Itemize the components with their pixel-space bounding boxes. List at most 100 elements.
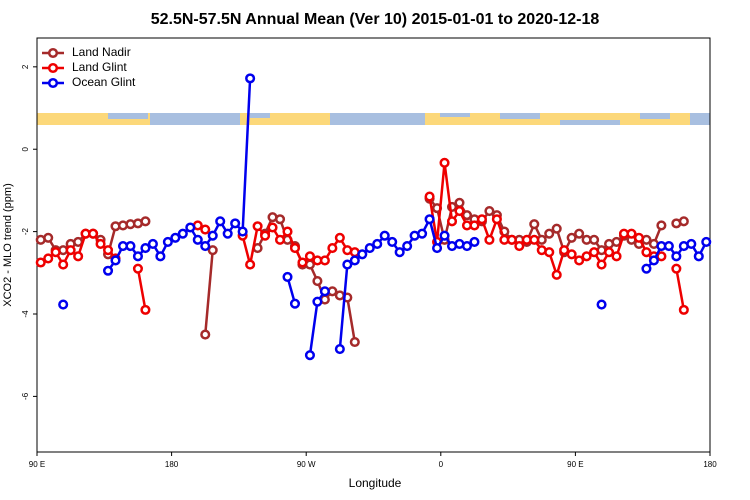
legend-label: Land Glint <box>72 60 127 74</box>
x-tick-label: 0 <box>439 460 444 469</box>
point <box>417 228 428 239</box>
point <box>95 238 106 250</box>
point <box>147 238 158 250</box>
point <box>282 271 293 282</box>
point <box>155 251 166 262</box>
point <box>671 251 682 262</box>
point <box>102 265 114 276</box>
point <box>200 240 211 252</box>
point <box>596 299 607 310</box>
point <box>132 263 143 274</box>
point <box>43 232 54 243</box>
x-axis-label: Longitude <box>349 476 402 490</box>
point <box>461 210 473 221</box>
point <box>506 234 517 245</box>
legend-marker <box>47 47 59 59</box>
point <box>454 197 465 208</box>
point <box>35 257 46 268</box>
point <box>551 269 562 280</box>
point <box>260 230 271 241</box>
point <box>589 247 600 258</box>
point <box>701 236 712 247</box>
point <box>656 220 667 231</box>
x-tick-label: 180 <box>165 460 179 469</box>
point <box>245 259 256 270</box>
point <box>633 232 645 243</box>
point <box>484 234 495 245</box>
point <box>439 230 450 241</box>
point <box>604 247 615 258</box>
point <box>484 205 495 217</box>
point <box>581 251 592 262</box>
point <box>648 255 659 266</box>
point <box>73 251 84 262</box>
point <box>663 240 674 252</box>
point <box>88 228 99 239</box>
point <box>162 236 173 247</box>
point <box>110 255 121 266</box>
point <box>237 226 248 237</box>
y-axis-label: XCO2 - MLO trend (ppm) <box>2 183 14 306</box>
point <box>469 220 480 231</box>
y-tick-label: -6 <box>21 392 30 400</box>
legend-marker <box>47 62 59 74</box>
point <box>334 232 345 243</box>
point <box>461 240 473 252</box>
point <box>319 255 330 266</box>
point <box>678 304 689 315</box>
point <box>125 240 136 252</box>
point <box>454 205 465 217</box>
x-tick-label: 90 W <box>297 460 316 469</box>
point <box>641 247 652 258</box>
point <box>200 329 211 340</box>
point <box>476 214 487 225</box>
point <box>304 251 315 262</box>
x-tick-label: 180 <box>703 460 717 469</box>
point <box>289 298 301 309</box>
point <box>319 286 330 297</box>
point <box>170 232 181 243</box>
point <box>267 222 278 233</box>
point <box>58 299 69 310</box>
y-tick-label: 0 <box>21 146 30 151</box>
y-tick-label: -4 <box>21 310 30 318</box>
point <box>394 247 405 258</box>
point <box>58 259 69 270</box>
x-tick-label: 90 E <box>567 460 583 469</box>
point <box>372 238 383 250</box>
point <box>686 238 697 250</box>
point <box>566 232 577 243</box>
point <box>574 255 585 266</box>
point <box>656 251 667 262</box>
point <box>364 243 375 254</box>
point <box>132 251 143 262</box>
point <box>140 304 151 315</box>
point <box>274 214 286 225</box>
point <box>446 216 458 227</box>
point <box>424 214 435 225</box>
point <box>312 296 323 307</box>
point <box>491 214 502 225</box>
point <box>185 222 196 233</box>
point <box>402 240 413 252</box>
point <box>177 228 188 239</box>
point <box>551 223 562 234</box>
point <box>230 218 241 229</box>
point <box>566 249 577 260</box>
point <box>349 255 360 266</box>
point <box>349 336 360 348</box>
x-tick-label: 90 E <box>29 460 45 469</box>
point <box>215 216 226 227</box>
point <box>207 230 218 241</box>
point <box>297 257 308 268</box>
point <box>342 259 353 270</box>
point <box>469 236 480 247</box>
legend-label: Land Nadir <box>72 45 131 59</box>
point <box>50 247 61 258</box>
point <box>596 259 607 270</box>
point <box>102 245 114 256</box>
point <box>529 219 540 230</box>
point <box>207 245 218 256</box>
